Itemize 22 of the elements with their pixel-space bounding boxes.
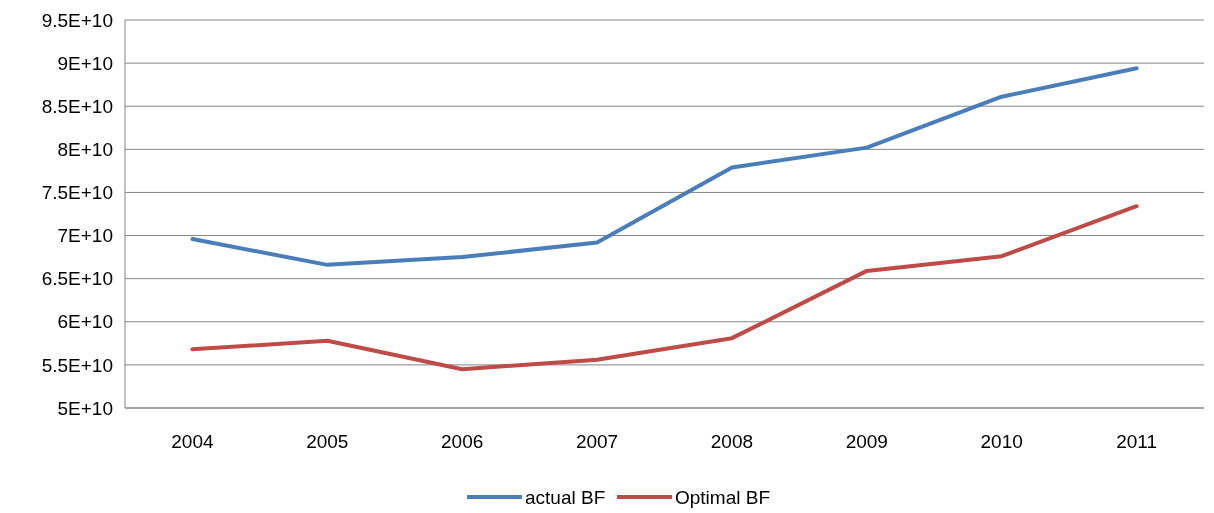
y-tick-label: 6E+10 — [57, 311, 113, 333]
y-tick-label: 7.5E+10 — [41, 182, 113, 204]
legend-label: actual BF — [525, 486, 606, 508]
line-series — [190, 66, 1139, 267]
x-tick-label: 2005 — [306, 431, 349, 452]
x-tick-label: 2004 — [171, 431, 214, 452]
x-tick-label: 2008 — [710, 431, 754, 452]
x-tick-label: 2009 — [845, 431, 888, 452]
y-tick-label: 5.5E+10 — [41, 354, 113, 376]
x-tick-label: 2007 — [575, 431, 619, 452]
y-tick-label: 8.5E+10 — [41, 95, 113, 117]
y-tick-label: 6.5E+10 — [41, 268, 113, 290]
y-tick-label: 9E+10 — [57, 52, 113, 74]
y-tick-label: 8E+10 — [57, 138, 113, 160]
legend-label: Optimal BF — [675, 486, 771, 508]
x-tick-label: 2010 — [980, 431, 1023, 452]
y-tick-label: 9.5E+10 — [41, 9, 113, 31]
x-tick-label: 2006 — [441, 431, 484, 452]
y-tick-label: 7E+10 — [57, 225, 113, 247]
x-tick-label: 2011 — [1116, 431, 1157, 452]
y-tick-label: 5E+10 — [57, 397, 113, 419]
line-series — [190, 204, 1139, 372]
